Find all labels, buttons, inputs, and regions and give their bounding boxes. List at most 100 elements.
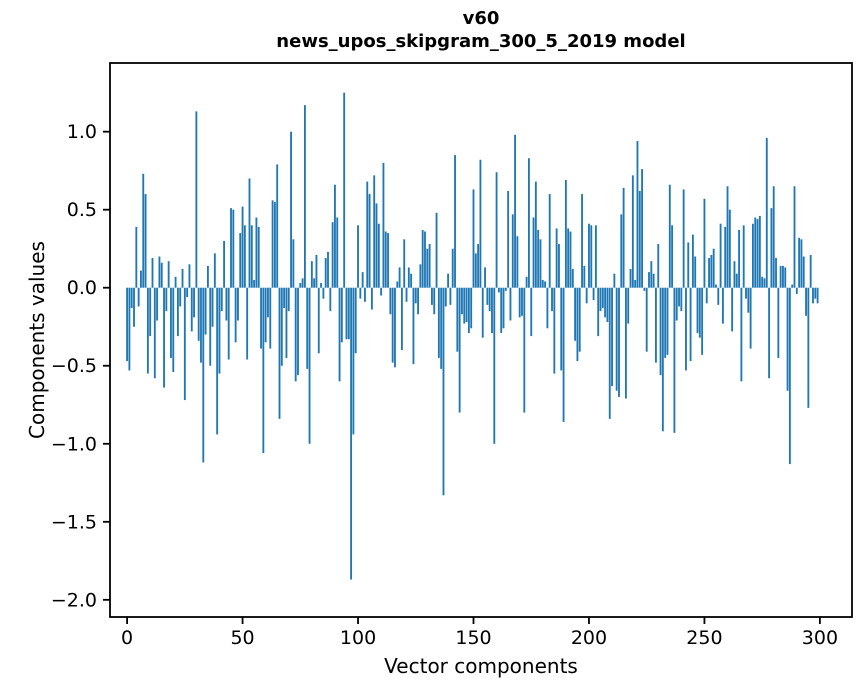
bar bbox=[648, 272, 650, 288]
bar bbox=[329, 287, 332, 312]
bar bbox=[193, 287, 195, 318]
bar bbox=[130, 287, 133, 309]
bar bbox=[366, 181, 369, 288]
bar bbox=[394, 287, 396, 368]
bar bbox=[581, 194, 583, 288]
y-tick-label: −1.5 bbox=[51, 511, 97, 533]
bar bbox=[502, 287, 505, 329]
bar bbox=[237, 287, 239, 321]
bar bbox=[481, 287, 484, 338]
bar bbox=[454, 155, 456, 288]
bar bbox=[784, 267, 787, 288]
bar bbox=[668, 184, 671, 288]
bar bbox=[735, 273, 738, 288]
bar bbox=[405, 287, 408, 302]
bar bbox=[724, 226, 727, 288]
bar bbox=[726, 186, 729, 288]
bar bbox=[534, 181, 537, 288]
bar bbox=[712, 248, 715, 288]
y-tick-label: 0.0 bbox=[67, 277, 97, 299]
bar bbox=[306, 287, 309, 369]
bar bbox=[183, 287, 186, 401]
bar bbox=[433, 287, 436, 315]
bar bbox=[232, 209, 235, 288]
bar bbox=[719, 223, 722, 288]
bar bbox=[618, 287, 620, 397]
bar bbox=[721, 287, 724, 324]
bar bbox=[479, 159, 482, 288]
bar bbox=[359, 287, 362, 299]
bar bbox=[474, 253, 477, 288]
bar bbox=[661, 287, 664, 432]
bar bbox=[472, 189, 475, 288]
bar bbox=[174, 276, 177, 288]
bar bbox=[338, 287, 341, 382]
bar bbox=[451, 248, 454, 288]
bar bbox=[292, 239, 295, 288]
bar bbox=[179, 287, 182, 307]
bar bbox=[634, 279, 637, 288]
y-tick-label: −1.0 bbox=[51, 433, 97, 455]
bar bbox=[495, 172, 498, 288]
bar bbox=[299, 283, 302, 288]
bar bbox=[763, 278, 766, 288]
bar bbox=[597, 287, 600, 337]
bar bbox=[715, 284, 717, 288]
bar bbox=[290, 131, 292, 288]
bar bbox=[250, 225, 253, 288]
bar bbox=[546, 287, 549, 329]
bar bbox=[613, 273, 616, 288]
bar bbox=[211, 287, 214, 327]
bar bbox=[578, 287, 581, 352]
bar bbox=[153, 287, 156, 379]
bar bbox=[523, 287, 526, 413]
bar bbox=[465, 287, 468, 323]
bar bbox=[488, 287, 491, 312]
bar bbox=[678, 287, 680, 307]
bar bbox=[486, 287, 489, 305]
bar bbox=[331, 222, 334, 288]
bar bbox=[571, 268, 574, 288]
bar bbox=[812, 287, 814, 304]
bar bbox=[315, 254, 318, 288]
bar bbox=[657, 244, 660, 288]
bar bbox=[368, 194, 371, 288]
bar bbox=[218, 287, 221, 374]
bar bbox=[186, 287, 189, 298]
bar bbox=[710, 254, 713, 288]
bar bbox=[297, 287, 299, 376]
bar bbox=[611, 287, 613, 387]
bar bbox=[431, 287, 433, 305]
bar bbox=[788, 287, 791, 465]
bar bbox=[165, 287, 168, 312]
x-tick-label: 150 bbox=[455, 627, 491, 649]
bar bbox=[816, 287, 819, 304]
bar bbox=[146, 287, 149, 374]
bar bbox=[361, 272, 364, 288]
bar bbox=[354, 287, 357, 354]
bar bbox=[200, 287, 202, 363]
bar bbox=[779, 265, 782, 288]
bar bbox=[197, 287, 200, 341]
x-tick-label: 250 bbox=[686, 627, 722, 649]
bar bbox=[770, 208, 773, 288]
bar bbox=[426, 248, 429, 288]
bar bbox=[456, 287, 459, 352]
bar bbox=[752, 223, 754, 288]
bar bbox=[528, 158, 530, 288]
bar bbox=[128, 287, 131, 371]
bar bbox=[608, 287, 611, 419]
bar bbox=[324, 258, 327, 288]
bar bbox=[701, 287, 704, 355]
bar bbox=[156, 287, 159, 321]
bar bbox=[659, 287, 662, 376]
bar bbox=[511, 214, 514, 288]
bar bbox=[594, 225, 597, 288]
bar bbox=[814, 287, 817, 299]
bar bbox=[227, 287, 230, 360]
bar bbox=[564, 180, 567, 288]
bar bbox=[202, 287, 205, 463]
bar bbox=[151, 258, 154, 288]
bar bbox=[525, 276, 528, 288]
